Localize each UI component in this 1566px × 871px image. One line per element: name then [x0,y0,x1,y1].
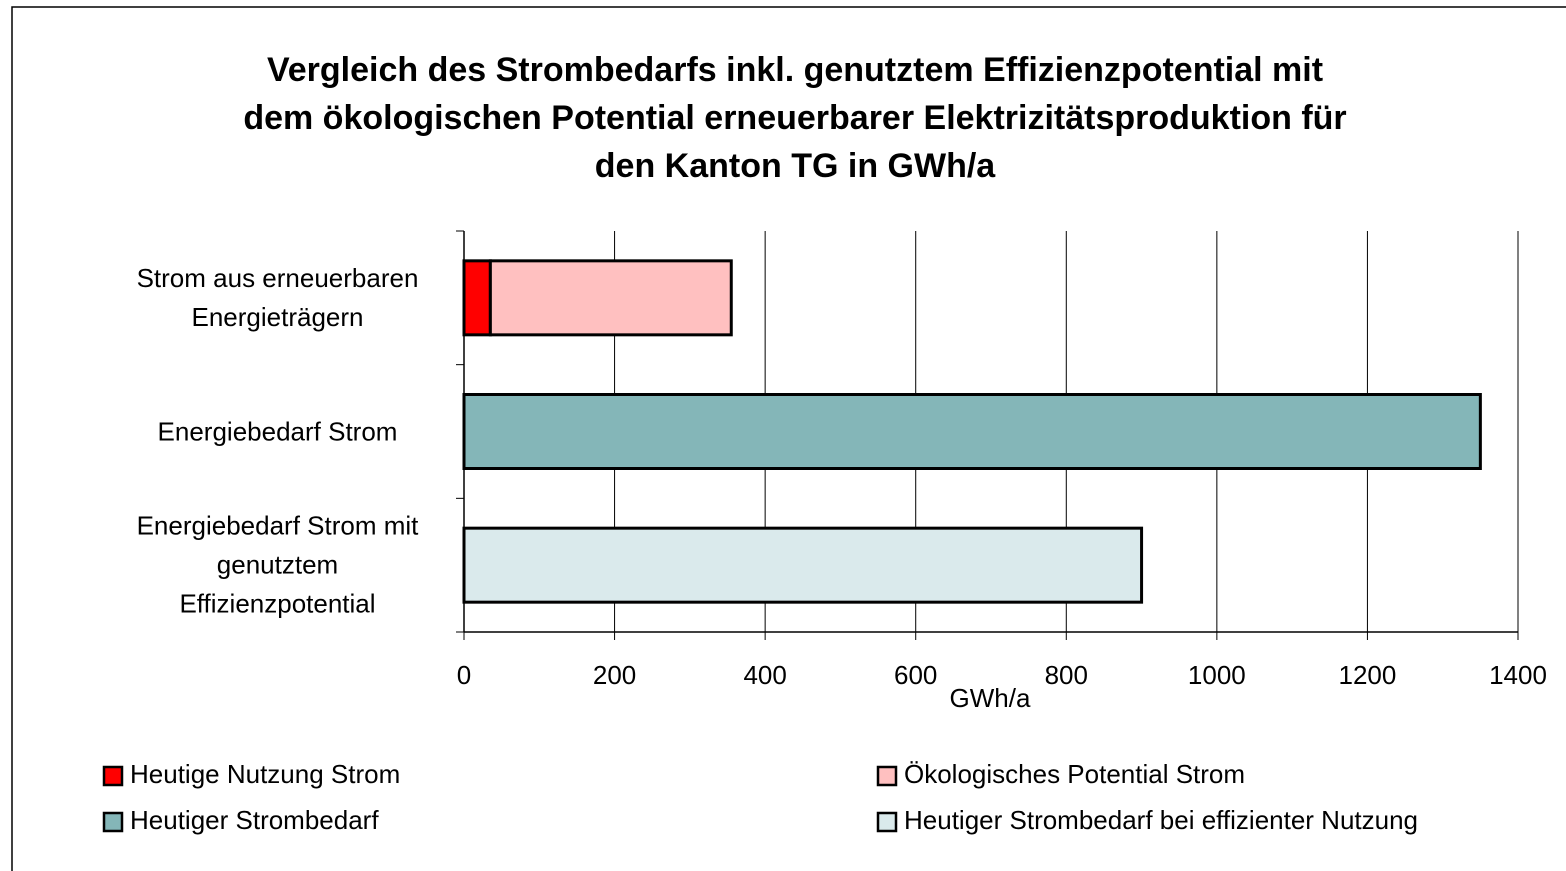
legend-swatch [876,765,898,787]
x-tick-label: 1000 [1188,660,1246,690]
legend-label: Heutiger Strombedarf bei effizienter Nut… [904,805,1418,835]
x-tick-label: 1200 [1339,660,1397,690]
y-tick-label: Energiebedarf Strom [157,416,398,446]
legend-label: Heutige Nutzung Strom [130,759,400,789]
x-tick-label: 400 [743,660,786,690]
legend-label: Ökologisches Potential Strom [904,759,1245,789]
x-tick-label: 800 [1045,660,1088,690]
x-tick-label: 0 [457,660,471,690]
bar [462,393,1482,470]
bar [462,259,492,337]
legend-swatch [102,765,124,787]
legend-swatch [876,811,898,833]
y-tick-label: Energiebedarf Strom mit genutztem Effizi… [136,510,419,619]
x-tick-label: 200 [593,660,636,690]
x-tick-label: 600 [894,660,937,690]
frame [11,6,1566,871]
legend-swatch [102,811,124,833]
x-tick-label: 1400 [1489,660,1547,690]
bar [462,526,1144,604]
chart-title: Vergleich des Strombedarfs inkl. genutzt… [243,51,1347,185]
x-axis-label: GWh/a [950,683,1031,713]
legend-label: Heutiger Strombedarf [130,805,379,835]
bar [488,259,733,337]
y-tick-label: Strom aus erneuerbaren Energieträgern [136,262,419,332]
